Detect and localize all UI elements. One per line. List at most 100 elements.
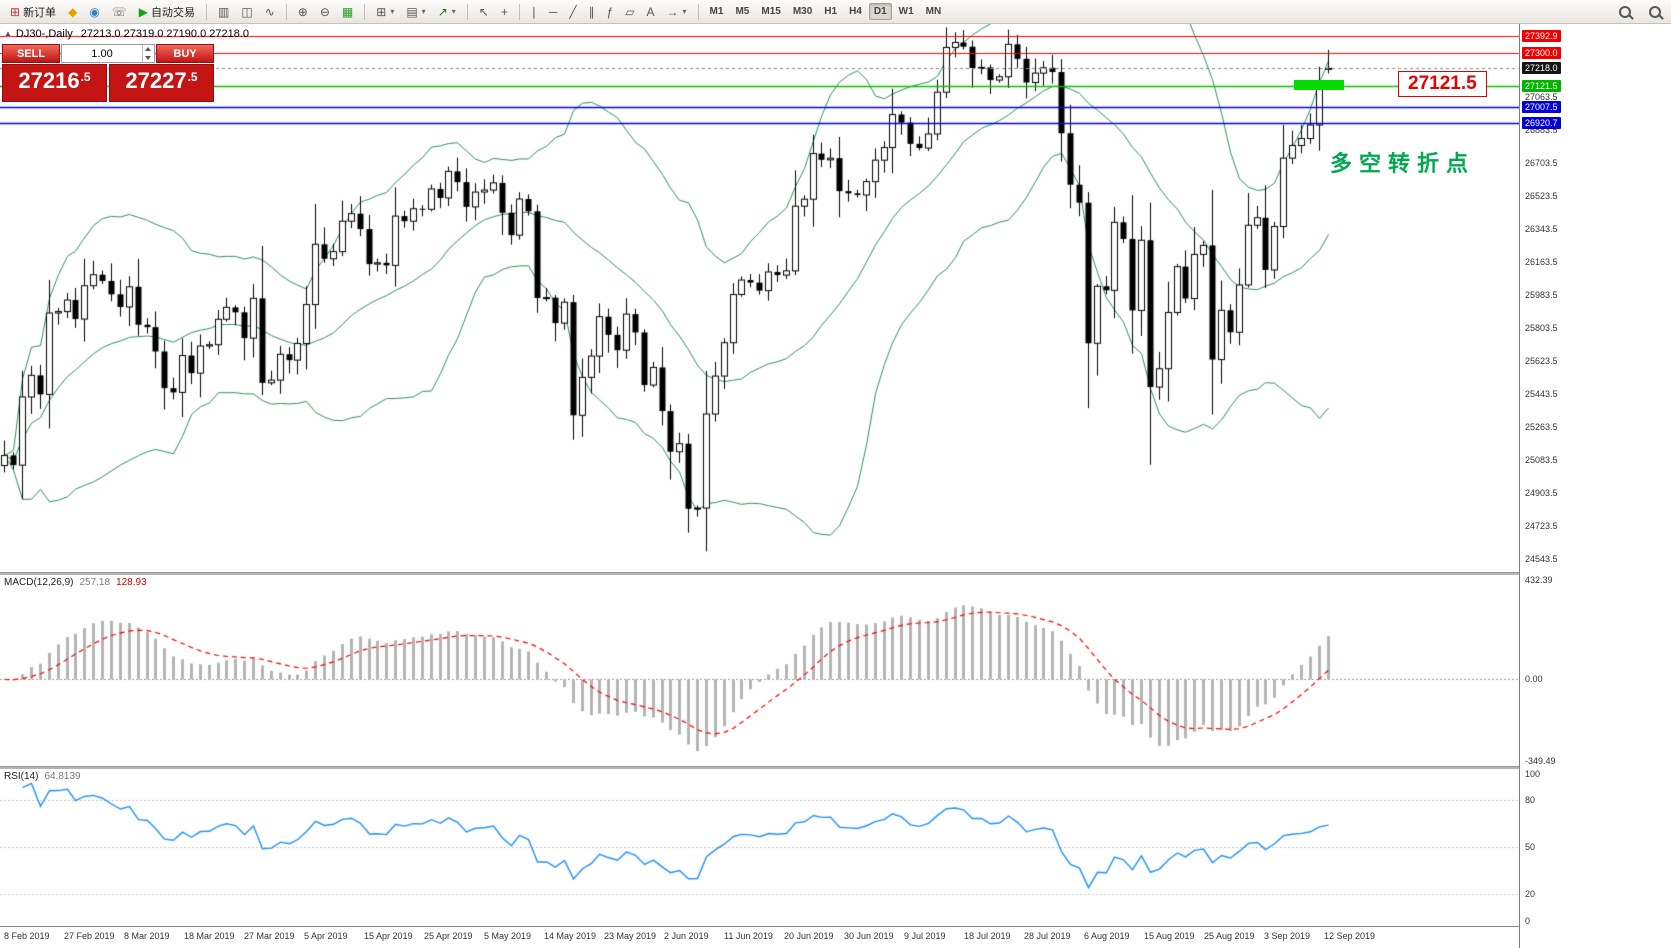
dropdown-arrow-icon: ▾ <box>390 7 395 16</box>
rsi-axis-label: 80 <box>1525 794 1536 805</box>
indicators-button[interactable]: ↗ ▾ <box>433 2 461 22</box>
time-scale[interactable]: 8 Feb 2019 27 Feb 2019 8 Mar 2019 18 Mar 20… <box>0 926 1519 948</box>
tile-windows-button[interactable]: ▦ <box>337 2 358 22</box>
volume-value: 1.00 <box>91 47 113 60</box>
price-badge-27218.0: 27218.0 <box>1522 62 1561 75</box>
sell-button[interactable]: SELL <box>2 44 60 63</box>
macd-name: MACD(12,26,9) <box>4 577 74 588</box>
macd-axis-label: 0.00 <box>1525 674 1543 685</box>
timeframe-w1-button[interactable]: W1 <box>894 3 919 20</box>
shapes-button-icon: ▱ <box>625 4 635 19</box>
time-axis-label: 8 Mar 2019 <box>124 931 170 941</box>
chart-symbol-title: DJ30-,Daily <box>15 28 73 40</box>
crosshair-button[interactable]: + <box>496 2 513 22</box>
price-axis-label: 25443.5 <box>1525 388 1558 399</box>
zoom-out-button[interactable]: ⊖ <box>315 2 335 22</box>
volume-stepper[interactable] <box>142 45 154 62</box>
dropdown-arrow-icon: ▾ <box>682 7 687 16</box>
price-scale[interactable]: 27063.5 26883.5 26703.5 26523.5 26343.5 26163… <box>1519 24 1671 948</box>
market-button[interactable]: ◆ <box>63 2 82 22</box>
price-badge-27392.9: 27392.9 <box>1522 30 1561 43</box>
timeframe-mn-button[interactable]: MN <box>921 3 947 20</box>
text-button[interactable]: A <box>642 2 660 22</box>
horizontal-line-button[interactable]: ─ <box>544 2 563 22</box>
text-button-icon: A <box>646 4 655 19</box>
bar-chart-button[interactable]: ▥ <box>213 2 234 22</box>
line-chart-button[interactable]: ∿ <box>260 2 280 22</box>
timeframe-h4-button[interactable]: H4 <box>844 3 867 20</box>
rsi-axis-label: 20 <box>1525 889 1536 900</box>
buy-price-main: 27227 <box>125 68 187 93</box>
one-click-toggle-icon[interactable]: ▲ <box>4 29 12 38</box>
time-axis-label: 2 Jun 2019 <box>664 931 709 941</box>
profiles-button[interactable]: ▤ ▾ <box>401 2 430 22</box>
timeframe-m5-button[interactable]: M5 <box>730 3 754 20</box>
community-button[interactable]: ◉ <box>84 2 104 22</box>
time-axis-label: 15 Aug 2019 <box>1144 931 1195 941</box>
cursor-button[interactable]: ↖ <box>474 2 494 22</box>
time-axis-label: 18 Mar 2019 <box>184 931 235 941</box>
toolbar-separator <box>697 3 699 20</box>
new-chart-button[interactable]: ⊞ ▾ <box>371 2 399 22</box>
volume-field[interactable]: 1.00 <box>61 44 155 63</box>
trendline-button[interactable]: ╱ <box>564 2 581 22</box>
zoom-out-button-icon: ⊖ <box>319 4 330 19</box>
time-axis-label: 5 May 2019 <box>484 931 532 941</box>
quick-search-button[interactable] <box>1644 2 1666 22</box>
autotrade-button[interactable]: ▶ 自动交易 <box>134 2 200 22</box>
new-order-button[interactable]: ⊞ 新订单 <box>5 2 61 22</box>
time-axis-label: 30 Jun 2019 <box>844 931 894 941</box>
rsi-panel-canvas[interactable] <box>0 768 1519 926</box>
turning-point-annotation[interactable]: 多空转折点 <box>1330 151 1476 176</box>
panel-resize-handle[interactable] <box>0 572 1671 575</box>
price-axis-label: 26703.5 <box>1525 157 1558 168</box>
autotrade-button-label: 自动交易 <box>151 6 196 19</box>
price-axis-label: 26163.5 <box>1525 256 1558 267</box>
buy-button[interactable]: BUY <box>156 44 214 63</box>
fibonacci-button-icon: ƒ <box>606 4 614 19</box>
phone-trading-button[interactable]: ☏ <box>107 2 132 22</box>
level-price-callout[interactable]: 27121.5 <box>1398 71 1487 98</box>
candlestick-chart-button[interactable]: ◫ <box>236 2 257 22</box>
toolbar-items: ⊞ 新订单 ◆ ◉ ☏ ▶ 自动交易 ▥ ◫ ∿ ⊕ ⊖ ▦ ⊞ ▾ ▤ ▾ ↗ ▾ ↖ + ∣ ─ ╱ ∥ ƒ ▱ A → ▾ M1 M5 M… <box>4 2 1605 22</box>
price-chart-canvas[interactable] <box>0 24 1519 572</box>
autotrade-button-icon: ▶ <box>138 4 149 19</box>
toolbar-separator <box>206 3 208 20</box>
rsi-axis-label: 100 <box>1525 769 1541 779</box>
panel-resize-handle[interactable] <box>0 766 1671 769</box>
toolbar-separator <box>466 3 468 20</box>
price-axis-label: 25803.5 <box>1525 322 1558 333</box>
fibonacci-button[interactable]: ƒ <box>602 2 619 22</box>
cursor-button-icon: ↖ <box>478 4 489 19</box>
zoom-in-button[interactable]: ⊕ <box>293 2 313 22</box>
macd-panel-canvas[interactable] <box>0 574 1519 766</box>
time-axis-label: 18 Jul 2019 <box>964 931 1011 941</box>
price-badge-27300.0: 27300.0 <box>1522 47 1561 60</box>
sell-price[interactable]: 27216 .5 <box>2 64 107 102</box>
timeframe-h1-button[interactable]: H1 <box>819 3 842 20</box>
timeframe-m30-button[interactable]: M30 <box>788 3 817 20</box>
new-order-button-label: 新订单 <box>23 6 57 19</box>
channel-button[interactable]: ∥ <box>584 2 600 22</box>
magnifier-icon <box>1619 5 1631 18</box>
zoom-in-button-icon: ⊕ <box>297 4 308 19</box>
macd-axis-label: -349.49 <box>1525 756 1556 766</box>
arrows-button[interactable]: → ▾ <box>662 2 692 22</box>
time-axis-label: 6 Aug 2019 <box>1084 931 1130 941</box>
buy-price[interactable]: 27227 .5 <box>109 64 214 102</box>
search-button[interactable] <box>1614 2 1636 22</box>
timeframe-m1-button[interactable]: M1 <box>705 3 729 20</box>
level-highlight-marker[interactable] <box>1294 80 1344 91</box>
timeframe-m15-button[interactable]: M15 <box>756 3 785 20</box>
one-click-trading-panel: SELL 1.00 BUY 27216 .5 27227 .5 <box>2 44 214 102</box>
time-axis-label: 15 Apr 2019 <box>364 931 413 941</box>
tile-windows-button-icon: ▦ <box>341 4 354 19</box>
timeframe-d1-button[interactable]: D1 <box>868 3 892 20</box>
volume-down-icon[interactable] <box>143 54 154 63</box>
vertical-line-button[interactable]: ∣ <box>526 2 542 22</box>
shapes-button[interactable]: ▱ <box>620 2 639 22</box>
chart-ohlc-values: 27213.0 27319.0 27190.0 27218.0 <box>80 28 249 40</box>
volume-up-icon[interactable] <box>143 45 154 54</box>
candlestick-chart-button-icon: ◫ <box>241 4 253 19</box>
rsi-name: RSI(14) <box>4 771 39 782</box>
